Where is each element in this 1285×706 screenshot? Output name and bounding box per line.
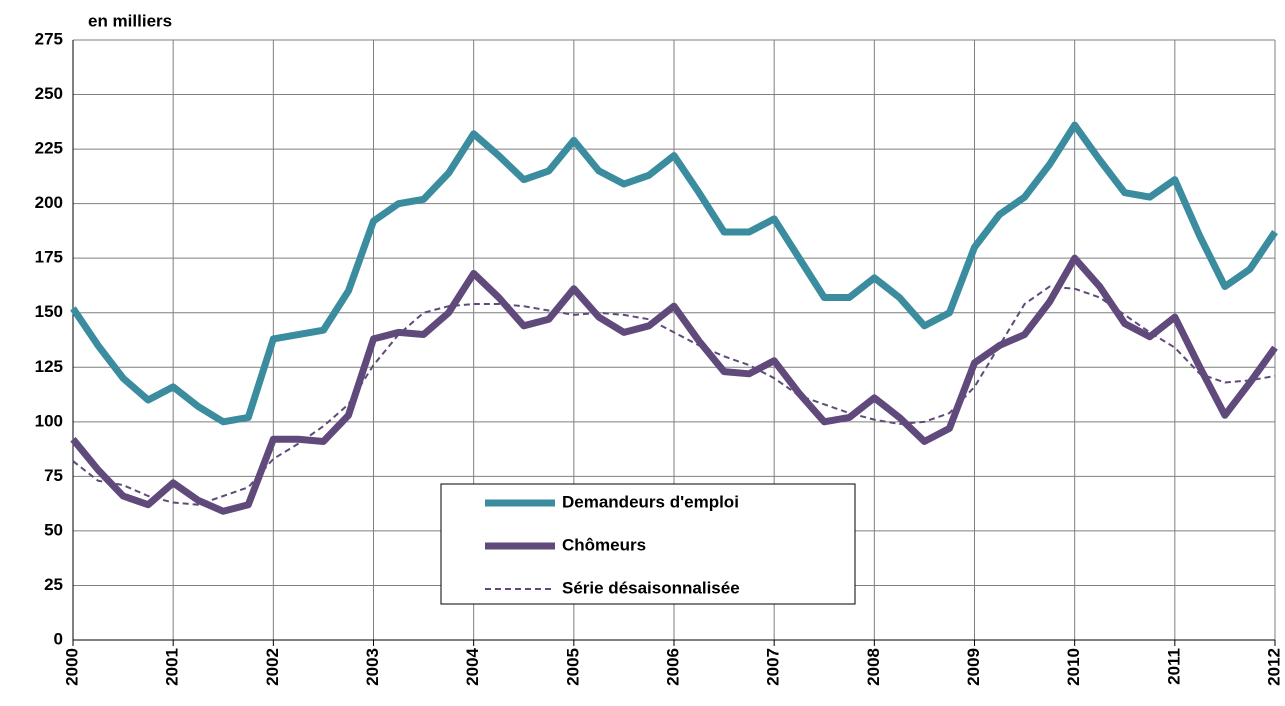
y-tick-label: 50: [44, 520, 63, 539]
y-tick-label: 0: [54, 629, 63, 648]
y-tick-label: 250: [35, 84, 63, 103]
legend-label: Demandeurs d'emploi: [562, 492, 739, 511]
x-tick-label: 2001: [163, 648, 182, 686]
y-tick-label: 225: [35, 139, 63, 158]
x-tick-label: 2002: [263, 648, 282, 686]
x-tick-label: 2005: [563, 648, 582, 686]
y-axis-label: en milliers: [88, 11, 172, 30]
y-tick-label: 275: [35, 29, 63, 48]
y-tick-label: 100: [35, 411, 63, 430]
legend-label: Série désaisonnalisée: [562, 578, 740, 597]
y-tick-label: 200: [35, 193, 63, 212]
series-line: [72, 285, 1276, 506]
x-tick-label: 2012: [1264, 648, 1283, 686]
x-tick-label: 2003: [363, 648, 382, 686]
x-tick-label: 2011: [1164, 648, 1183, 685]
x-tick-label: 2000: [62, 648, 81, 686]
series-line: [70, 121, 1278, 426]
x-tick-label: 2009: [964, 648, 983, 686]
series-line: [70, 254, 1278, 515]
legend: Demandeurs d'emploi Chômeurs Série désaiso…: [440, 483, 856, 605]
x-tick-label: 2008: [864, 648, 883, 686]
x-tick-label: 2010: [1064, 648, 1083, 686]
x-tick-label: 2006: [663, 648, 682, 686]
y-tick-label: 175: [35, 248, 63, 267]
y-tick-label: 75: [44, 466, 63, 485]
legend-label: Chômeurs: [562, 535, 646, 554]
x-tick-label: 2004: [463, 647, 482, 685]
y-tick-label: 25: [44, 575, 63, 594]
x-tick-label: 2007: [764, 648, 783, 686]
y-tick-label: 125: [35, 357, 63, 376]
y-tick-label: 150: [35, 302, 63, 321]
